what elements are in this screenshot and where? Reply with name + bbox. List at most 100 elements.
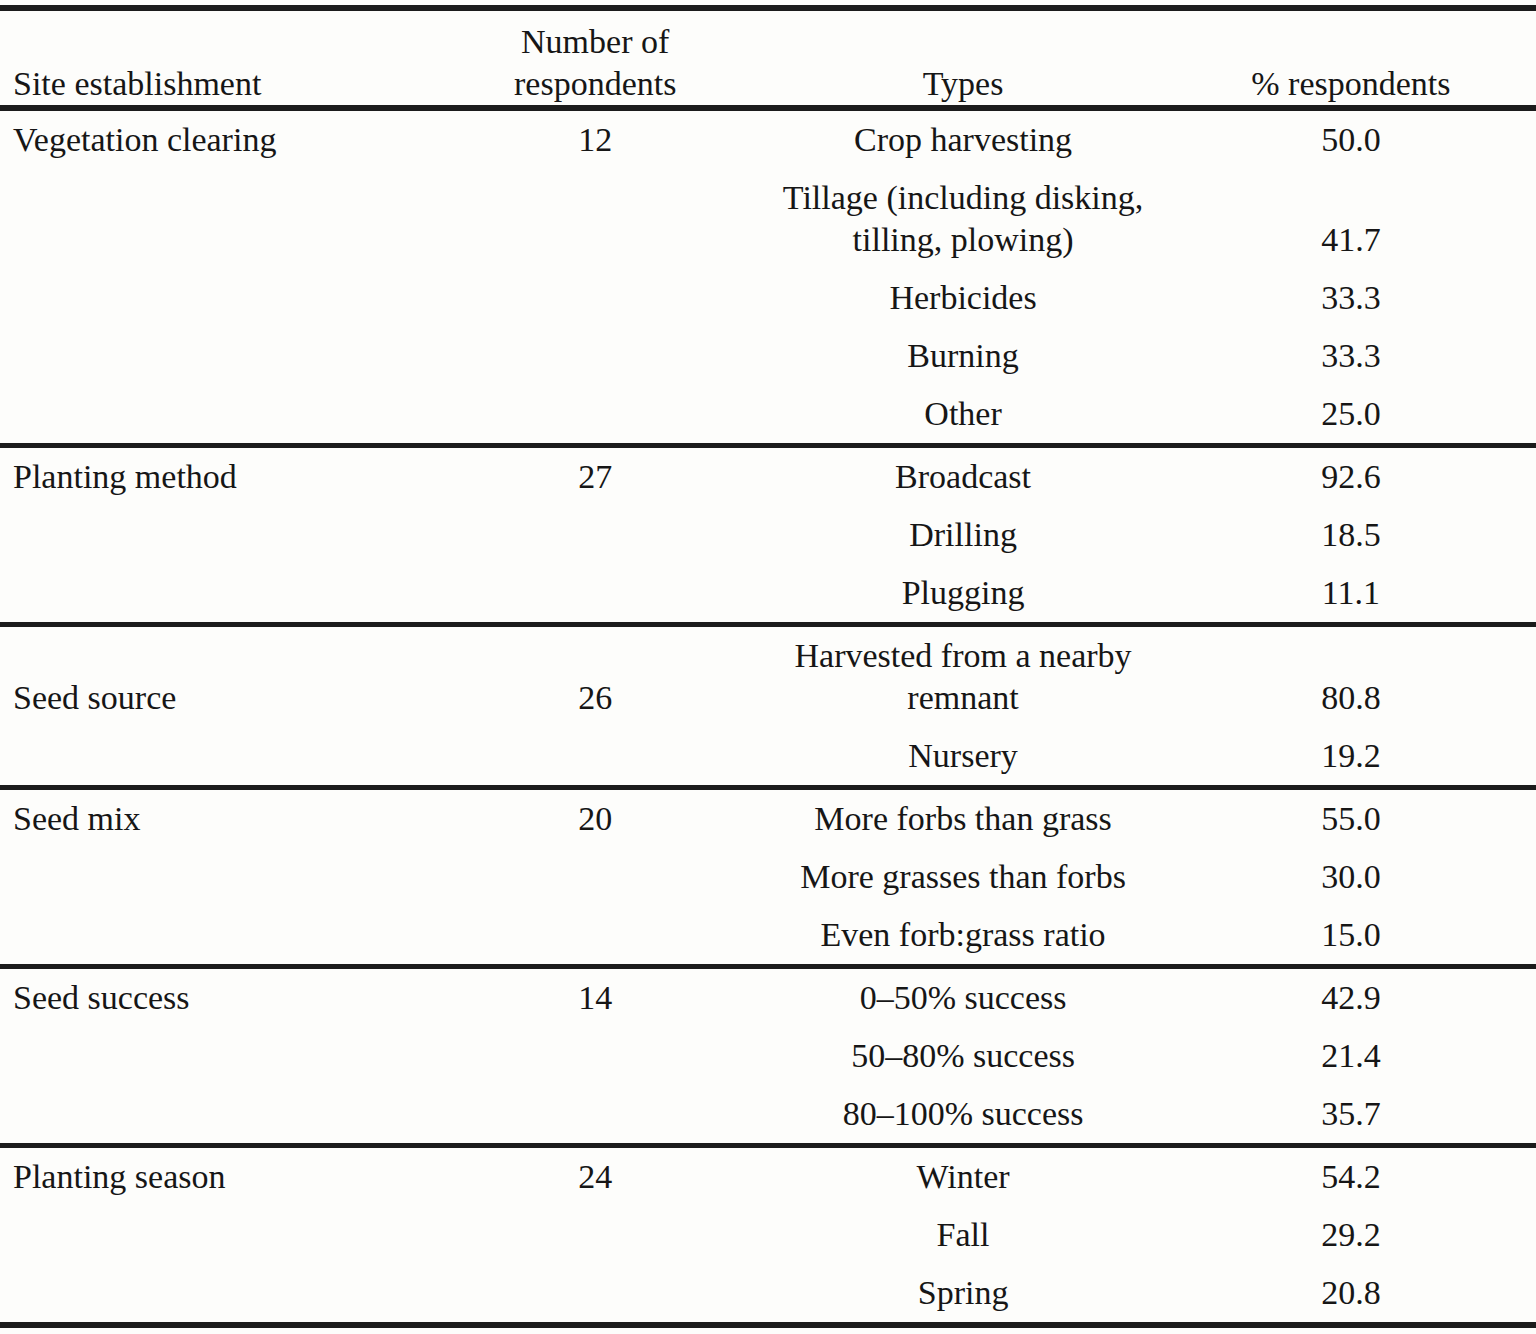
table-row: Burning 33.3: [0, 327, 1536, 385]
pct-cell: 15.0: [1166, 914, 1536, 956]
respondents-cell: 12: [430, 119, 760, 161]
pct-cell: 41.7: [1166, 219, 1536, 261]
type-line: Harvested from a nearby: [760, 635, 1166, 677]
pct-cell: 54.2: [1166, 1156, 1536, 1198]
table-row: Seed mix 20 More forbs than grass 55.0: [0, 790, 1536, 848]
section-planting-season: Planting season 24 Winter 54.2 Fall 29.2…: [0, 1148, 1536, 1328]
type-line: Even forb:grass ratio: [760, 914, 1166, 956]
type-cell: Winter: [760, 1156, 1166, 1198]
table-row: Planting season 24 Winter 54.2: [0, 1148, 1536, 1206]
pct-cell: 25.0: [1166, 393, 1536, 435]
pct-cell: 21.4: [1166, 1035, 1536, 1077]
type-line: Broadcast: [760, 456, 1166, 498]
pct-cell: 19.2: [1166, 735, 1536, 777]
table-row: Fall 29.2: [0, 1206, 1536, 1264]
header-number-of-respondents: Number of respondents: [430, 21, 760, 105]
type-line: Crop harvesting: [760, 119, 1166, 161]
pct-cell: 55.0: [1166, 798, 1536, 840]
type-cell: 0–50% success: [760, 977, 1166, 1019]
type-cell: More forbs than grass: [760, 798, 1166, 840]
table-row: Herbicides 33.3: [0, 269, 1536, 327]
type-cell: Nursery: [760, 735, 1166, 777]
pct-cell: 33.3: [1166, 335, 1536, 377]
pct-cell: 20.8: [1166, 1272, 1536, 1314]
pct-cell: 11.1: [1166, 572, 1536, 614]
type-line: remnant: [760, 677, 1166, 719]
table-row: Vegetation clearing 12 Crop harvesting 5…: [0, 111, 1536, 169]
section-seed-success: Seed success 14 0–50% success 42.9 50–80…: [0, 969, 1536, 1148]
table-row: Even forb:grass ratio 15.0: [0, 906, 1536, 964]
header-site-establishment: Site establishment: [0, 63, 430, 105]
respondents-cell: 24: [430, 1156, 760, 1198]
site-cell: Vegetation clearing: [0, 119, 430, 161]
table-row: 50–80% success 21.4: [0, 1027, 1536, 1085]
respondents-cell: 26: [430, 677, 760, 719]
type-line: 80–100% success: [760, 1093, 1166, 1135]
table-row: Seed success 14 0–50% success 42.9: [0, 969, 1536, 1027]
type-line: Burning: [760, 335, 1166, 377]
respondents-cell: 20: [430, 798, 760, 840]
type-line: Plugging: [760, 572, 1166, 614]
table-row: Plugging 11.1: [0, 564, 1536, 622]
site-cell: Planting season: [0, 1156, 430, 1198]
pct-cell: 92.6: [1166, 456, 1536, 498]
pct-cell: 35.7: [1166, 1093, 1536, 1135]
type-line: Herbicides: [760, 277, 1166, 319]
type-cell: Harvested from a nearby remnant: [760, 635, 1166, 719]
section-seed-mix: Seed mix 20 More forbs than grass 55.0 M…: [0, 790, 1536, 969]
table-row: Planting method 27 Broadcast 92.6: [0, 448, 1536, 506]
site-cell: Seed mix: [0, 798, 430, 840]
type-line: 0–50% success: [760, 977, 1166, 1019]
type-cell: Fall: [760, 1214, 1166, 1256]
respondents-cell: 14: [430, 977, 760, 1019]
table-row: 80–100% success 35.7: [0, 1085, 1536, 1143]
table-row: More grasses than forbs 30.0: [0, 848, 1536, 906]
site-cell: Seed source: [0, 677, 430, 719]
section-vegetation-clearing: Vegetation clearing 12 Crop harvesting 5…: [0, 111, 1536, 448]
site-cell: Seed success: [0, 977, 430, 1019]
type-cell: Plugging: [760, 572, 1166, 614]
pct-cell: 33.3: [1166, 277, 1536, 319]
table-header-row: Site establishment Number of respondents…: [0, 11, 1536, 111]
pct-cell: 50.0: [1166, 119, 1536, 161]
pct-cell: 18.5: [1166, 514, 1536, 556]
table-row: Tillage (including disking, tilling, plo…: [0, 169, 1536, 269]
type-line: 50–80% success: [760, 1035, 1166, 1077]
pct-cell: 80.8: [1166, 677, 1536, 719]
header-pct-respondents: % respondents: [1166, 63, 1536, 105]
type-cell: Crop harvesting: [760, 119, 1166, 161]
type-line: Winter: [760, 1156, 1166, 1198]
type-cell: 50–80% success: [760, 1035, 1166, 1077]
type-cell: Other: [760, 393, 1166, 435]
type-cell: Broadcast: [760, 456, 1166, 498]
site-cell: Planting method: [0, 456, 430, 498]
site-establishment-table: Site establishment Number of respondents…: [0, 5, 1536, 1328]
table-row: Spring 20.8: [0, 1264, 1536, 1322]
table-row: Other 25.0: [0, 385, 1536, 443]
type-line: Tillage (including disking,: [760, 177, 1166, 219]
type-line: More grasses than forbs: [760, 856, 1166, 898]
type-line: More forbs than grass: [760, 798, 1166, 840]
type-cell: Tillage (including disking, tilling, plo…: [760, 177, 1166, 261]
type-cell: More grasses than forbs: [760, 856, 1166, 898]
header-number-of-respondents-line1: Number of: [430, 21, 760, 63]
type-cell: Herbicides: [760, 277, 1166, 319]
type-cell: Drilling: [760, 514, 1166, 556]
pct-cell: 29.2: [1166, 1214, 1536, 1256]
type-line: Drilling: [760, 514, 1166, 556]
pct-cell: 30.0: [1166, 856, 1536, 898]
pct-cell: 42.9: [1166, 977, 1536, 1019]
header-types: Types: [760, 63, 1166, 105]
table-row: Seed source 26 Harvested from a nearby r…: [0, 627, 1536, 727]
type-cell: Burning: [760, 335, 1166, 377]
type-cell: Spring: [760, 1272, 1166, 1314]
table-row: Drilling 18.5: [0, 506, 1536, 564]
type-line: Other: [760, 393, 1166, 435]
type-line: Spring: [760, 1272, 1166, 1314]
table-row: Nursery 19.2: [0, 727, 1536, 785]
type-cell: Even forb:grass ratio: [760, 914, 1166, 956]
type-line: Nursery: [760, 735, 1166, 777]
section-planting-method: Planting method 27 Broadcast 92.6 Drilli…: [0, 448, 1536, 627]
type-line: Fall: [760, 1214, 1166, 1256]
section-seed-source: Seed source 26 Harvested from a nearby r…: [0, 627, 1536, 790]
